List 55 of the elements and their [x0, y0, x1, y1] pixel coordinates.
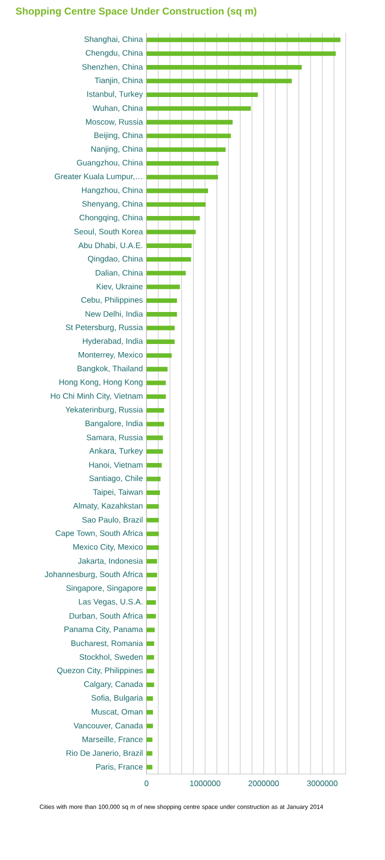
bar	[146, 614, 156, 618]
bar	[146, 78, 292, 84]
bar	[146, 628, 155, 632]
bar	[146, 284, 180, 290]
bar	[146, 147, 226, 152]
bar	[146, 696, 153, 701]
bar	[146, 476, 161, 482]
bar	[146, 655, 154, 660]
bar	[146, 312, 177, 317]
bar	[146, 65, 302, 70]
bar	[146, 353, 172, 358]
bar	[146, 518, 159, 522]
bar	[146, 710, 153, 715]
bar	[146, 51, 336, 56]
bar	[146, 724, 153, 728]
bar	[146, 490, 160, 495]
bar	[146, 38, 340, 42]
bar	[146, 436, 163, 440]
bar	[146, 737, 152, 742]
bar	[146, 764, 152, 770]
bar	[146, 408, 164, 413]
bar	[146, 422, 164, 426]
bar	[146, 366, 168, 372]
bar	[146, 257, 192, 262]
bar	[146, 161, 219, 166]
bar	[146, 668, 154, 674]
bar	[146, 120, 233, 124]
bar	[146, 751, 152, 756]
bar	[146, 188, 208, 194]
bar	[146, 504, 159, 509]
bar	[146, 545, 159, 550]
bar	[146, 586, 156, 592]
bar	[146, 230, 196, 234]
bar	[146, 449, 163, 454]
bar	[146, 532, 159, 536]
bar	[146, 92, 258, 98]
chart-title: Shopping Centre Space Under Construction (sq m)	[16, 7, 256, 17]
bar	[146, 600, 156, 605]
bar	[146, 380, 166, 386]
bar	[146, 270, 186, 276]
bar	[146, 641, 154, 646]
bar	[146, 682, 154, 688]
bar	[146, 216, 200, 221]
bar	[146, 298, 177, 303]
bar	[146, 202, 206, 207]
bar	[146, 572, 158, 578]
bar	[146, 174, 218, 180]
bar	[146, 559, 158, 564]
bar	[146, 462, 162, 468]
bar	[146, 339, 175, 344]
bar	[146, 243, 192, 248]
bar	[146, 106, 251, 111]
bar	[146, 134, 231, 138]
bar	[146, 394, 166, 399]
bar	[146, 326, 175, 330]
